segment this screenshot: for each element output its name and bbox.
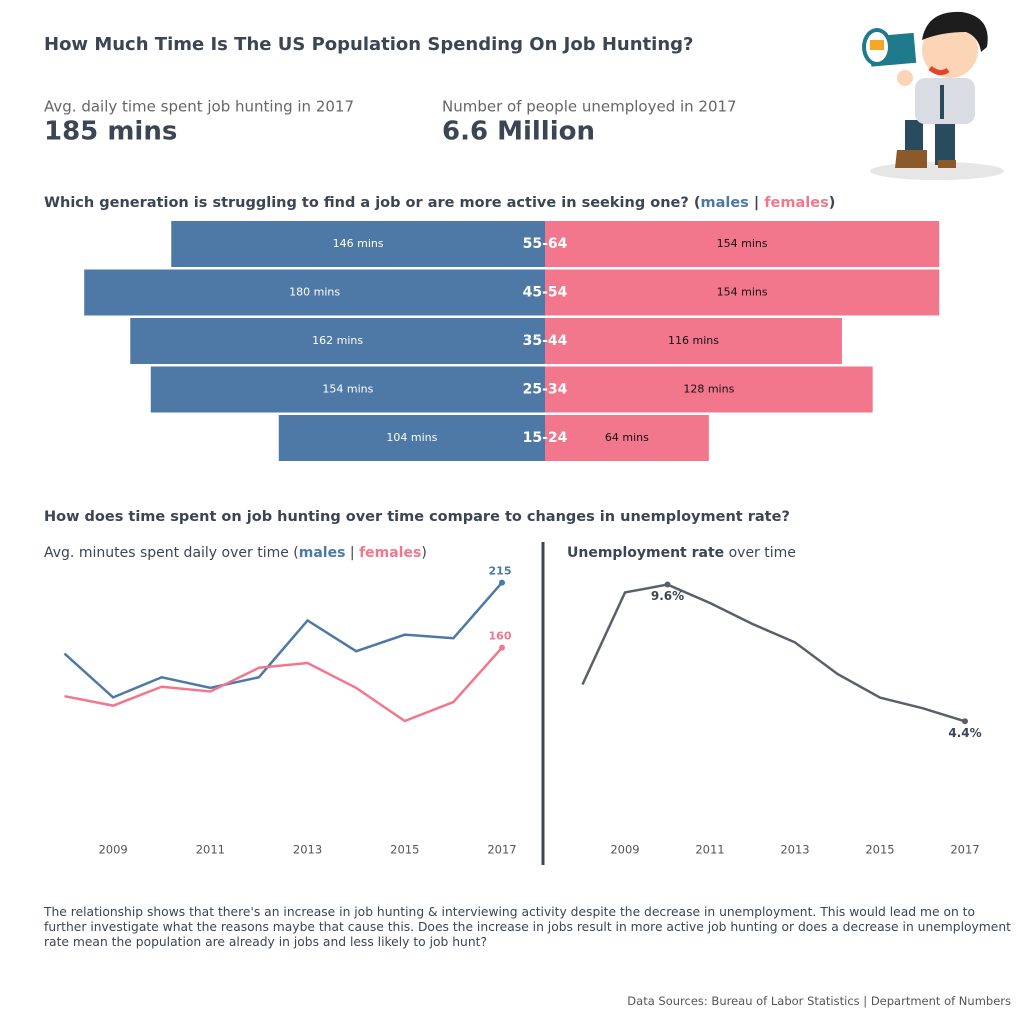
data-label: 9.6% [651,589,684,603]
chart-title-bold: Unemployment rate [567,545,724,561]
x-tick-label: 2017 [487,843,516,857]
x-tick-label: 2017 [950,843,979,857]
category-label: 45-54 [523,285,568,301]
bar [150,366,545,413]
x-tick-label: 2015 [390,843,419,857]
data-label: 154 mins [717,286,768,299]
bar [545,318,842,364]
chart-title: Which generation is struggling to find a… [44,195,835,211]
bar [84,269,545,316]
note: The relationship shows that there's an i… [44,905,1011,949]
bar [545,366,873,413]
data-label: 116 mins [668,334,719,347]
data-label: 146 mins [333,237,384,250]
data-label: 215 [489,565,512,578]
kpi-value: 185 mins [44,117,177,147]
bar [130,318,545,364]
section-title: How does time spent on job hunting over … [44,509,790,525]
bar [545,415,709,461]
data-label: 64 mins [605,431,649,444]
line [63,581,503,699]
data-label: 154 mins [717,237,768,250]
data-label: 104 mins [386,431,437,444]
data-label: 180 mins [289,286,340,299]
category-label: 55-64 [523,236,568,252]
data-label: 160 [489,630,512,643]
category-label: 25-34 [523,382,568,398]
chart-title: Avg. minutes spent daily over time (male… [44,545,427,561]
point [499,644,505,651]
data-label: 4.4% [948,726,981,740]
chart-title-text: Avg. minutes spent daily over time [44,545,289,561]
x-tick-label: 2015 [865,843,894,857]
point [499,579,505,586]
bar [171,221,546,267]
kpi-label: Number of people unemployed in 2017 [442,98,737,116]
x-tick-label: 2009 [98,843,127,857]
legend-entry: females [764,195,828,211]
bar [278,415,545,461]
legend-entry: females [359,545,421,561]
x-tick-label: 2009 [610,843,639,857]
kpi-label: Avg. daily time spent job hunting in 201… [44,98,354,116]
line [64,646,503,723]
x-tick-label: 2013 [780,843,809,857]
illustration [862,11,1004,180]
line [581,583,966,723]
data-label: 154 mins [322,383,373,396]
bar [545,221,940,267]
legend-entry: males [299,545,346,561]
chart-title-rest: over time [729,545,796,561]
data-label: 128 mins [683,383,734,396]
chart-title: Unemployment rate over time [567,545,796,561]
point [962,718,968,725]
x-tick-label: 2011 [695,843,724,857]
category-label: 35-44 [523,333,568,349]
chart-title-text: Which generation is struggling to find a… [44,195,689,211]
point [664,581,671,588]
x-tick-label: 2011 [196,843,225,857]
title: How Much Time Is The US Population Spend… [44,34,693,55]
x-tick-label: 2013 [293,843,322,857]
data-label: 162 mins [312,334,363,347]
legend-entry: males [700,195,748,211]
bar [545,269,940,316]
sources: Data Sources: Bureau of Labor Statistics… [627,994,1011,1008]
kpi-value: 6.6 Million [442,117,595,147]
category-label: 15-24 [523,430,568,446]
